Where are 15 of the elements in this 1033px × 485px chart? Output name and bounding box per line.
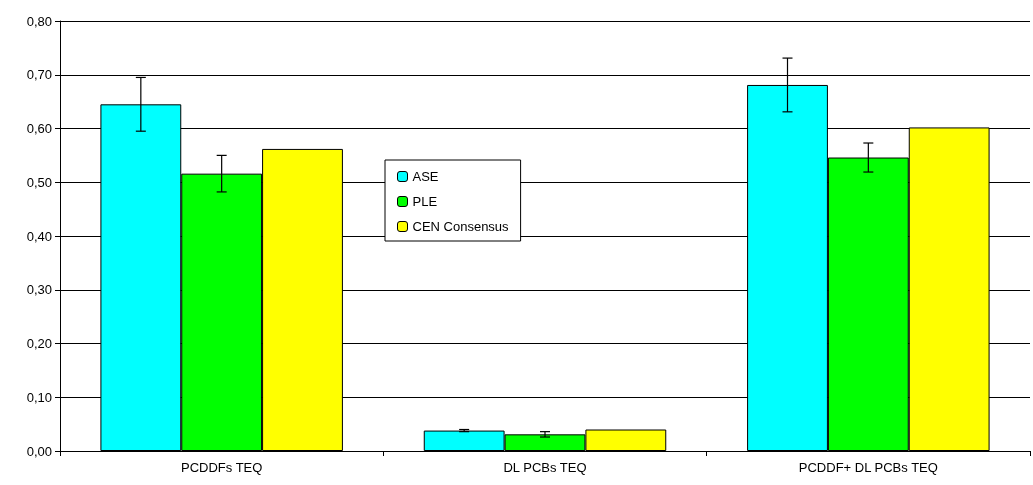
y-tick-label: 0,50 bbox=[26, 174, 52, 190]
y-tick-label: 0,20 bbox=[26, 336, 52, 351]
y-tick-label: 0,30 bbox=[26, 282, 52, 298]
y-tick-label: 0,60 bbox=[26, 121, 52, 136]
x-tick-label: PCDDF+ DL PCBs TEQ bbox=[798, 460, 938, 475]
x-tick-label: PCDDFs TEQ bbox=[180, 460, 263, 475]
x-tick-label: DL PCBs TEQ bbox=[503, 460, 587, 475]
legend-label: PLE bbox=[412, 194, 438, 209]
y-tick-label: 0,10 bbox=[26, 389, 52, 405]
y-tick-label: 0,80 bbox=[26, 13, 52, 29]
y-tick-label: 0,70 bbox=[26, 67, 52, 83]
legend-label: ASE bbox=[412, 169, 439, 184]
y-tick-label: 0,40 bbox=[26, 228, 52, 244]
legend-label: CEN Consensus bbox=[412, 219, 510, 234]
y-tick-label: 0,00 bbox=[26, 443, 52, 459]
